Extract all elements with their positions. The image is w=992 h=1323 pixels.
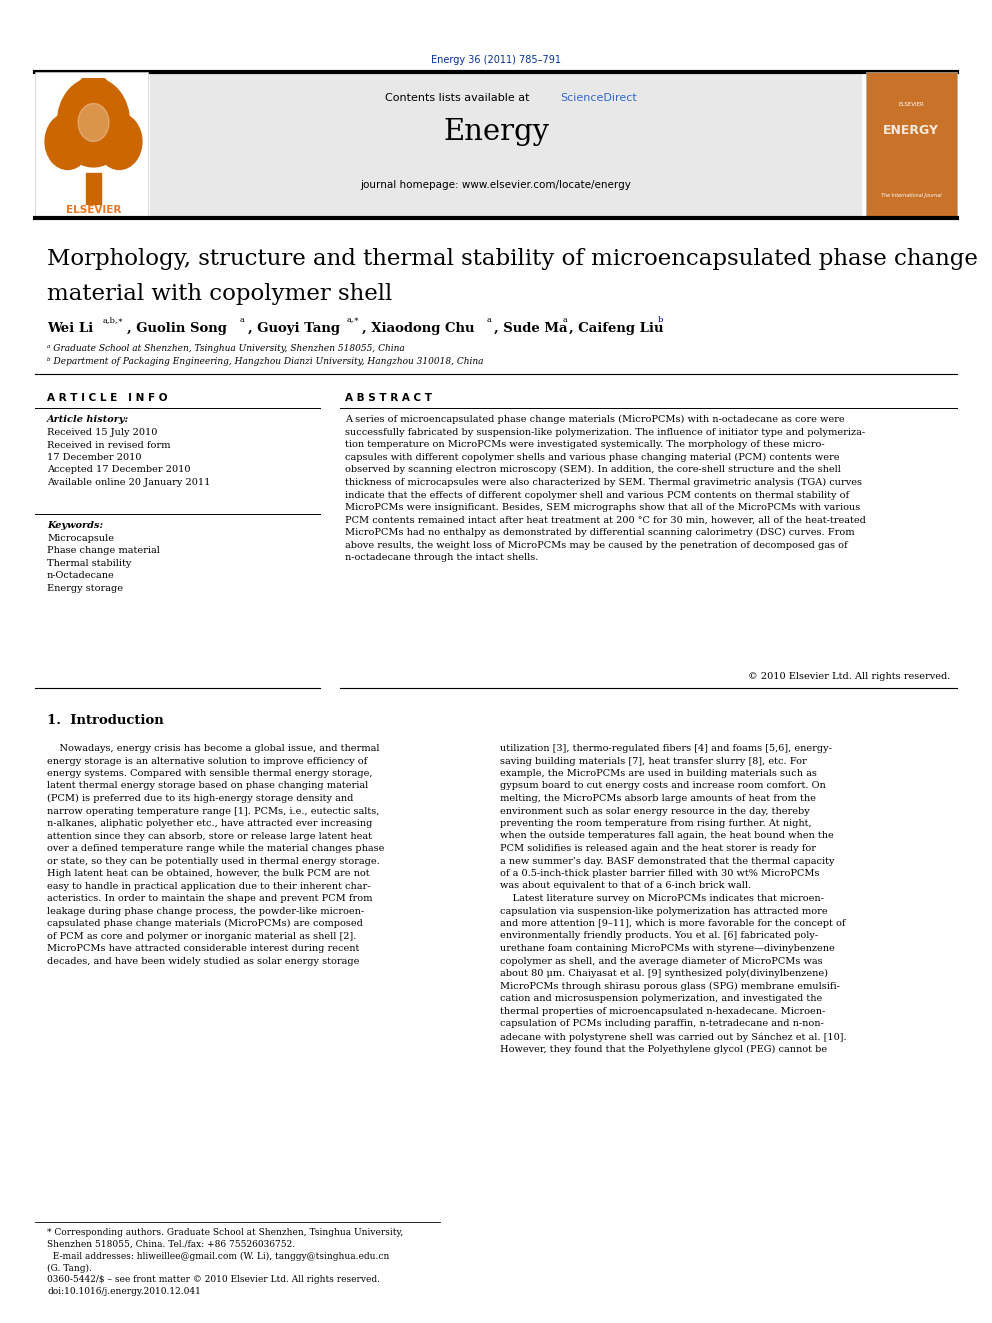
Text: , Caifeng Liu: , Caifeng Liu xyxy=(569,321,664,335)
Bar xyxy=(86,173,101,205)
Text: Microcapsule
Phase change material
Thermal stability
n-Octadecane
Energy storage: Microcapsule Phase change material Therm… xyxy=(47,534,160,593)
Text: a,b,∗: a,b,∗ xyxy=(103,316,124,324)
Text: , Guoyi Tang: , Guoyi Tang xyxy=(248,321,340,335)
Text: ᵃ Graduate School at Shenzhen, Tsinghua University, Shenzhen 518055, China: ᵃ Graduate School at Shenzhen, Tsinghua … xyxy=(47,344,405,353)
Text: a: a xyxy=(487,316,492,324)
Text: Energy: Energy xyxy=(443,118,549,146)
Text: Energy 36 (2011) 785–791: Energy 36 (2011) 785–791 xyxy=(431,56,561,65)
Text: , Guolin Song: , Guolin Song xyxy=(127,321,227,335)
Text: b: b xyxy=(658,316,664,324)
Text: material with copolymer shell: material with copolymer shell xyxy=(47,283,392,306)
Text: ELSEVIER: ELSEVIER xyxy=(898,102,924,107)
Text: © 2010 Elsevier Ltd. All rights reserved.: © 2010 Elsevier Ltd. All rights reserved… xyxy=(748,672,950,681)
Text: journal homepage: www.elsevier.com/locate/energy: journal homepage: www.elsevier.com/locat… xyxy=(360,180,632,191)
Text: 0360-5442/$ – see front matter © 2010 Elsevier Ltd. All rights reserved.
doi:10.: 0360-5442/$ – see front matter © 2010 El… xyxy=(47,1275,380,1295)
Text: * Corresponding authors. Graduate School at Shenzhen, Tsinghua University,
Shenz: * Corresponding authors. Graduate School… xyxy=(47,1228,404,1273)
Text: Keywords:: Keywords: xyxy=(47,521,103,531)
Circle shape xyxy=(96,114,142,169)
Text: A R T I C L E   I N F O: A R T I C L E I N F O xyxy=(47,393,168,404)
Text: Received 15 July 2010
Received in revised form
17 December 2010
Accepted 17 Dece: Received 15 July 2010 Received in revise… xyxy=(47,429,210,487)
Text: , Sude Ma: , Sude Ma xyxy=(494,321,567,335)
Text: Contents lists available at: Contents lists available at xyxy=(385,93,533,103)
Bar xyxy=(35,71,148,218)
Text: a,∗: a,∗ xyxy=(347,316,360,324)
Text: A series of microencapsulated phase change materials (MicroPCMs) with n-octadeca: A series of microencapsulated phase chan… xyxy=(345,415,866,562)
Bar xyxy=(866,71,957,218)
Circle shape xyxy=(75,74,112,120)
Text: The International Journal: The International Journal xyxy=(881,193,941,197)
Text: ELSEVIER: ELSEVIER xyxy=(65,205,121,216)
Circle shape xyxy=(58,78,130,167)
Text: ᵇ Department of Packaging Engineering, Hangzhou Dianzi University, Hangzhou 3100: ᵇ Department of Packaging Engineering, H… xyxy=(47,357,483,366)
Text: 1.  Introduction: 1. Introduction xyxy=(47,714,164,728)
Bar xyxy=(150,71,862,218)
Text: a: a xyxy=(563,316,567,324)
Text: utilization [3], thermo-regulated fibers [4] and foams [5,6], energy-
saving bui: utilization [3], thermo-regulated fibers… xyxy=(500,744,846,1054)
Text: Nowadays, energy crisis has become a global issue, and thermal
energy storage is: Nowadays, energy crisis has become a glo… xyxy=(47,744,384,966)
Text: A B S T R A C T: A B S T R A C T xyxy=(345,393,432,404)
Text: , Xiaodong Chu: , Xiaodong Chu xyxy=(362,321,474,335)
Text: Wei Li: Wei Li xyxy=(47,321,93,335)
Circle shape xyxy=(45,114,90,169)
Text: ENERGY: ENERGY xyxy=(883,123,939,136)
Text: a: a xyxy=(240,316,245,324)
Text: Morphology, structure and thermal stability of microencapsulated phase change: Morphology, structure and thermal stabil… xyxy=(47,247,978,270)
Text: ScienceDirect: ScienceDirect xyxy=(560,93,637,103)
Circle shape xyxy=(78,103,109,142)
Text: Article history:: Article history: xyxy=(47,415,129,423)
